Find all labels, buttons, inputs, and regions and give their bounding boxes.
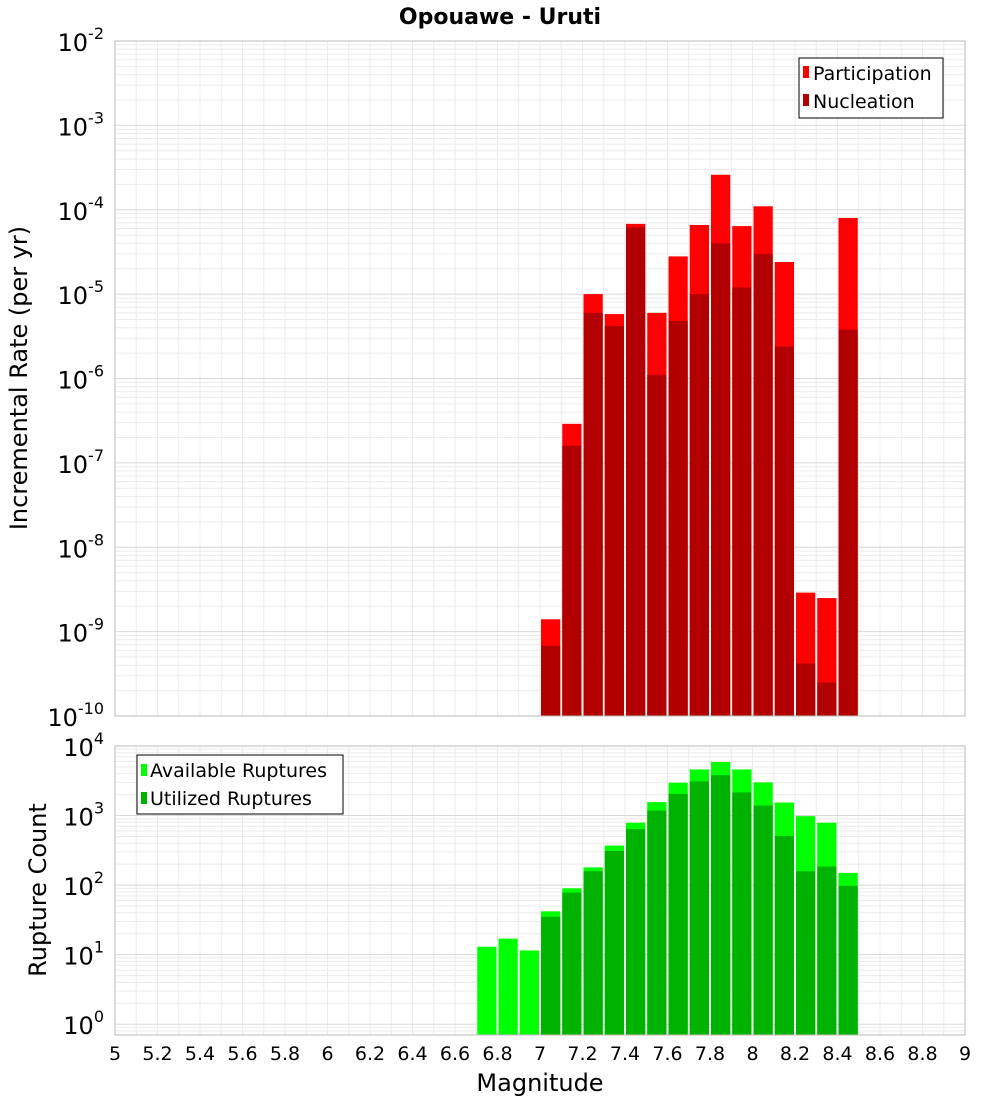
x-tick-label: 8.8	[907, 1043, 937, 1065]
x-tick-label: 6.4	[397, 1043, 427, 1065]
x-tick-label: 6	[321, 1043, 333, 1065]
x-tick-label: 5.8	[270, 1043, 300, 1065]
legend-swatch-nucleation	[803, 94, 809, 106]
bar-nucleation	[668, 321, 688, 716]
x-tick-label: 6.2	[355, 1043, 385, 1065]
legend-label-available: Available Ruptures	[150, 760, 327, 782]
bar-utilized-ruptures	[711, 775, 731, 1035]
top-y-tick-label: 10-5	[58, 277, 105, 310]
bar-nucleation	[732, 287, 752, 716]
bar-utilized-ruptures	[796, 871, 816, 1035]
x-tick-label: 7.6	[652, 1043, 682, 1065]
bar-utilized-ruptures	[647, 810, 667, 1035]
x-ticks: 5 5.2 5.4 5.6 5.8 6 6.2 6.4 6.6 6.8 7 7.2 7.4 7.6 7.8 8…	[109, 1043, 971, 1065]
bottom-y-axis-label: Rupture Count	[24, 803, 52, 977]
bar-nucleation	[626, 227, 646, 716]
legend-swatch-available	[141, 764, 147, 776]
top-y-tick-label: 10-2	[58, 24, 105, 57]
bar-utilized-ruptures	[838, 885, 858, 1035]
bar-utilized-ruptures	[626, 829, 646, 1035]
x-tick-label: 9	[959, 1043, 971, 1065]
bottom-y-tick-label: 104	[63, 729, 104, 762]
bottom-y-tick-label: 100	[63, 1007, 104, 1040]
bar-utilized-ruptures	[541, 916, 561, 1035]
bottom-legend-box	[136, 754, 344, 815]
bar-nucleation	[817, 682, 837, 716]
x-tick-label: 5.4	[185, 1043, 215, 1065]
legend-label-nucleation: Nucleation	[813, 91, 915, 113]
top-y-tick-label: 10-4	[58, 193, 105, 226]
x-tick-label: 7.4	[610, 1043, 640, 1065]
bar-utilized-ruptures	[774, 835, 794, 1035]
bar-nucleation	[604, 325, 624, 716]
x-tick-label: 5	[109, 1043, 121, 1065]
bar-utilized-ruptures	[753, 805, 773, 1035]
x-tick-label: 7	[534, 1043, 546, 1065]
legend-swatch-participation	[803, 66, 809, 78]
bar-utilized-ruptures	[604, 850, 624, 1035]
x-tick-label: 8.6	[865, 1043, 895, 1065]
top-y-tick-label: 10-10	[47, 699, 104, 732]
bottom-y-ticks: 104 103 102 101 100	[63, 729, 104, 1040]
bottom-plot-frame	[114, 745, 966, 1036]
x-tick-label: 8.2	[780, 1043, 810, 1065]
bar-nucleation	[541, 645, 561, 716]
bottom-y-tick-label: 103	[63, 799, 104, 832]
top-y-tick-label: 10-9	[58, 615, 105, 648]
bottom-plot-bars	[477, 761, 858, 1035]
top-y-axis-label: Incremental Rate (per yr)	[5, 226, 33, 530]
bar-nucleation	[796, 663, 816, 716]
bar-nucleation	[583, 312, 603, 716]
legend-label-utilized: Utilized Ruptures	[150, 788, 312, 810]
top-legend: Participation Nucleation	[798, 57, 944, 119]
top-plot-grid	[114, 40, 966, 717]
x-tick-label: 6.8	[482, 1043, 512, 1065]
top-y-tick-label: 10-6	[58, 362, 105, 395]
top-y-tick-label: 10-7	[58, 446, 105, 479]
x-tick-label: 8	[746, 1043, 758, 1065]
bar-utilized-ruptures	[817, 866, 837, 1035]
x-tick-label: 7.8	[695, 1043, 725, 1065]
x-axis-label: Magnitude	[476, 1069, 603, 1097]
bar-utilized-ruptures	[583, 871, 603, 1035]
bar-nucleation	[562, 445, 582, 716]
bar-nucleation	[689, 294, 709, 716]
bar-nucleation	[711, 243, 731, 717]
top-plot-bars	[541, 174, 858, 717]
x-tick-label: 8.4	[822, 1043, 852, 1065]
bar-available-ruptures	[477, 946, 497, 1035]
bar-utilized-ruptures	[732, 792, 752, 1035]
x-tick-label: 7.2	[567, 1043, 597, 1065]
legend-swatch-utilized	[141, 792, 147, 804]
bottom-y-tick-label: 101	[63, 938, 104, 971]
top-legend-box	[798, 57, 944, 119]
bar-available-ruptures	[498, 938, 518, 1035]
bar-utilized-ruptures	[562, 892, 582, 1035]
bottom-legend: Available Ruptures Utilized Ruptures	[136, 754, 344, 815]
bottom-y-tick-label: 102	[63, 868, 104, 901]
bar-nucleation	[753, 253, 773, 716]
bar-utilized-ruptures	[668, 793, 688, 1035]
top-plot-frame	[114, 40, 966, 717]
x-tick-label: 5.2	[142, 1043, 172, 1065]
x-tick-label: 6.6	[440, 1043, 470, 1065]
top-y-tick-label: 10-3	[58, 108, 105, 141]
x-tick-label: 5.6	[227, 1043, 257, 1065]
bar-nucleation	[774, 346, 794, 716]
bar-available-ruptures	[519, 950, 539, 1035]
top-y-tick-label: 10-8	[58, 530, 105, 563]
top-y-ticks: 10-2 10-3 10-4 10-5 10-6 10-7 10-8 10-9 10-10	[47, 24, 104, 732]
bar-utilized-ruptures	[689, 781, 709, 1035]
bar-nucleation	[647, 375, 667, 716]
chart-title: Opouawe - Uruti	[399, 5, 601, 30]
legend-label-participation: Participation	[813, 63, 932, 85]
bar-nucleation	[838, 329, 858, 716]
